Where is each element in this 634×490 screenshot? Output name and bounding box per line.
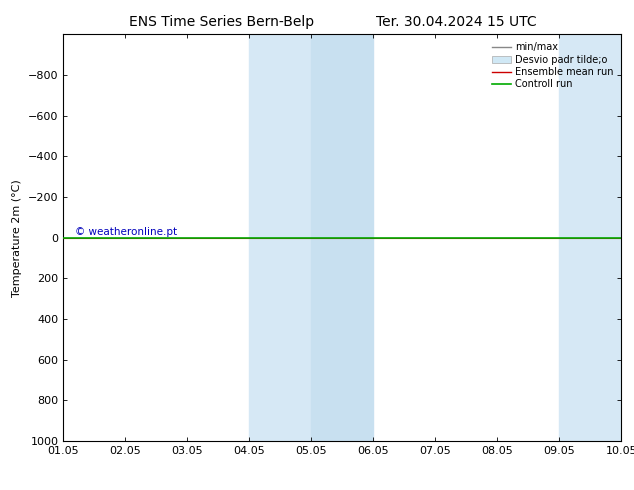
Text: © weatheronline.pt: © weatheronline.pt <box>75 226 177 237</box>
Bar <box>559 34 634 441</box>
Bar <box>249 34 311 441</box>
Legend: min/max, Desvio padr tilde;o, Ensemble mean run, Controll run: min/max, Desvio padr tilde;o, Ensemble m… <box>489 39 616 92</box>
Text: Ter. 30.04.2024 15 UTC: Ter. 30.04.2024 15 UTC <box>376 15 537 29</box>
Bar <box>311 34 373 441</box>
Text: ENS Time Series Bern-Belp: ENS Time Series Bern-Belp <box>129 15 314 29</box>
Y-axis label: Temperature 2m (°C): Temperature 2m (°C) <box>13 179 22 296</box>
